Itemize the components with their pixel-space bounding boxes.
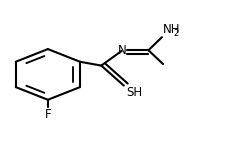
Text: NH: NH [162,23,180,36]
Text: 2: 2 [173,29,178,38]
Text: SH: SH [126,86,142,99]
Text: N: N [118,44,126,57]
Text: F: F [44,108,51,121]
